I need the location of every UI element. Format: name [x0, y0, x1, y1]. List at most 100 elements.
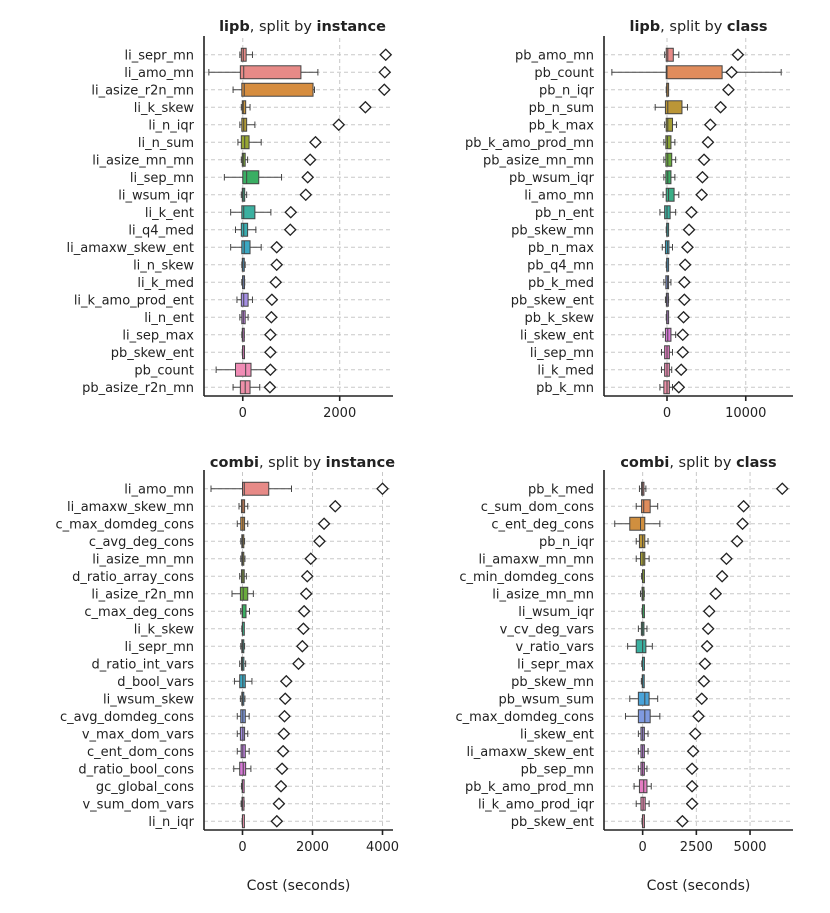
outlier-marker: [275, 762, 289, 776]
category-label: pb_wsum_sum: [499, 692, 595, 707]
category-label: li_asize_mn_mn: [492, 587, 594, 602]
box-rect: [637, 691, 650, 706]
outlier-marker: [677, 293, 691, 307]
category-label: c_max_domdeg_cons: [456, 710, 595, 725]
title-dataset: combi: [210, 455, 259, 471]
box-v_ratio_vars: [627, 639, 714, 654]
category-label: pb_k_med: [528, 482, 594, 497]
title-dataset: lipb: [219, 19, 250, 35]
outlier-marker: [775, 482, 789, 496]
outlier-marker: [279, 674, 293, 688]
outlier-marker: [284, 205, 298, 219]
x-axis-label: Cost (seconds): [247, 878, 351, 894]
outlier-marker: [703, 118, 717, 132]
category-label: pb_n_max: [528, 241, 594, 256]
panel-title: combi, split by class: [620, 455, 776, 471]
category-label: pb_skew_mn: [511, 223, 594, 238]
box-c_sum_dom_cons: [635, 499, 751, 514]
box-li_n_skew: [241, 257, 284, 272]
box-li_skew_ent: [637, 726, 702, 741]
box-li_n_iqr: [241, 814, 284, 829]
box-pb_skew_ent: [241, 345, 277, 360]
outlier-marker: [292, 657, 305, 671]
title-middle: , split by: [660, 19, 727, 35]
box-d_ratio_int_vars: [239, 656, 305, 671]
outlier-marker: [300, 569, 314, 583]
outlier-marker: [376, 482, 389, 496]
box-li_amaxw_skew_mn: [238, 499, 342, 514]
box-rect: [637, 709, 651, 724]
title-middle: , split by: [669, 455, 736, 471]
outlier-marker: [737, 499, 751, 513]
box-rect: [665, 47, 674, 62]
outlier-marker: [309, 135, 322, 149]
category-label: d_ratio_bool_cons: [78, 762, 194, 777]
title-split: class: [736, 455, 777, 471]
outlier-marker: [730, 534, 744, 548]
panel-lipb-class: pb_amo_mn pb_count pb_n_iqr pb_n_sum pb_k_ma…: [465, 19, 793, 421]
box-li_skew_ent: [662, 327, 690, 342]
outlier-marker: [678, 258, 692, 272]
category-label: pb_k_amo_prod_mn: [465, 780, 594, 795]
x-axis-label: Cost (seconds): [647, 878, 751, 894]
category-label: li_amaxw_skew_mn: [67, 500, 194, 515]
box-rect: [242, 481, 270, 496]
category-label: li_sep_mn: [130, 171, 194, 186]
box-li_sepr_max: [641, 656, 712, 671]
box-li_k_med: [660, 362, 688, 377]
outlier-marker: [697, 153, 711, 167]
box-pb_skew_ent: [641, 814, 689, 829]
category-label: li_asize_mn_mn: [92, 552, 194, 567]
box-pb_amo_mn: [664, 47, 745, 62]
category-label: c_min_domdeg_cons: [459, 570, 594, 585]
category-label: li_k_amo_prod_iqr: [478, 797, 595, 812]
outlier-marker: [720, 552, 733, 566]
box-rect: [665, 135, 672, 150]
outlier-marker: [731, 48, 745, 62]
outlier-marker: [677, 275, 691, 289]
outlier-marker: [332, 118, 346, 132]
outlier-marker: [272, 797, 286, 811]
x-tick-label: 2000: [323, 406, 356, 421]
box-li_asize_r2n_mn: [231, 586, 313, 601]
category-label: pb_sep_mn: [521, 762, 594, 777]
box-rect: [240, 222, 249, 237]
box-pb_k_amo_prod_mn: [663, 135, 715, 150]
box-rect: [240, 292, 249, 307]
box-rect: [635, 639, 647, 654]
title-split: instance: [326, 455, 396, 471]
outlier-marker: [701, 135, 715, 149]
panel-title: lipb, split by instance: [219, 19, 386, 35]
box-v_max_dom_vars: [236, 726, 291, 741]
outlier-marker: [686, 744, 700, 758]
category-label: pb_k_mn: [536, 381, 594, 396]
category-label: pb_asize_mn_mn: [483, 153, 594, 168]
category-label: pb_count: [134, 363, 194, 378]
box-li_k_skew: [240, 100, 372, 115]
outlier-marker: [715, 569, 729, 583]
panel-lipb-instance: li_sepr_mn li_amo_mn li_asize_r2n_mn li_k_s…: [67, 19, 393, 421]
box-li_sep_max: [241, 327, 277, 342]
box-c_min_domdeg_cons: [641, 569, 729, 584]
box-li_sepr_mn: [239, 47, 393, 62]
box-rect: [242, 170, 260, 185]
category-label: v_sum_dom_vars: [82, 797, 194, 812]
title-middle: , split by: [250, 19, 317, 35]
outlier-marker: [681, 240, 694, 254]
category-label: li_k_amo_prod_ent: [74, 293, 194, 308]
category-label: li_n_ent: [144, 311, 194, 326]
category-label: pb_wsum_iqr: [509, 171, 595, 186]
category-label: v_cv_deg_vars: [500, 622, 595, 637]
x-tick-label: 2000: [296, 840, 329, 855]
box-c_ent_deg_cons: [614, 516, 749, 531]
outlier-marker: [263, 328, 277, 342]
outlier-marker: [684, 205, 698, 219]
outlier-marker: [263, 380, 277, 394]
box-v_sum_dom_vars: [240, 796, 286, 811]
box-rect: [629, 516, 646, 531]
panel-combi-instance: li_amo_mn li_amaxw_skew_mn c_max_domdeg_co…: [56, 455, 400, 894]
category-label: li_k_med: [537, 363, 594, 378]
box-li_sep_mn: [223, 170, 315, 185]
title-dataset: combi: [620, 455, 669, 471]
category-label: li_k_skew: [134, 101, 195, 116]
